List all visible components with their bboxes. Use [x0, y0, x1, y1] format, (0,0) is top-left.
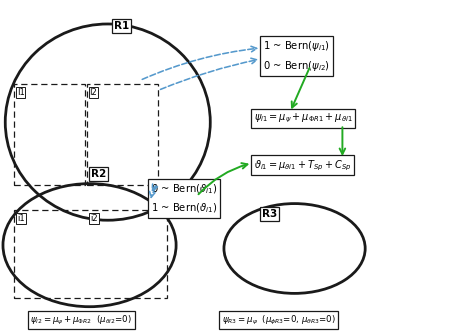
Text: i1: i1 — [17, 214, 25, 223]
Text: R3: R3 — [262, 209, 277, 219]
Text: 0 ~ Bern($\vartheta_{i1}$)
1 ~ Bern($\vartheta_{i1}$): 0 ~ Bern($\vartheta_{i1}$) 1 ~ Bern($\va… — [151, 182, 218, 215]
Text: R1: R1 — [114, 21, 129, 31]
Text: $\psi_{i2} = \mu_{\psi} + \mu_{\Phi R2}$  ($\mu_{\vartheta i2}$=0): $\psi_{i2} = \mu_{\psi} + \mu_{\Phi R2}$… — [30, 313, 133, 327]
Text: R2: R2 — [91, 169, 106, 179]
Text: I1: I1 — [16, 88, 24, 97]
Text: $\psi_{i1} = \mu_{\psi} + \mu_{\Phi R1} + \mu_{\vartheta i1}$: $\psi_{i1} = \mu_{\psi} + \mu_{\Phi R1} … — [254, 112, 352, 126]
Bar — [14, 210, 167, 298]
Text: $\vartheta_{i1} = \mu_{\vartheta i1} + T_{Sp} + C_{Sp}$: $\vartheta_{i1} = \mu_{\vartheta i1} + T… — [254, 158, 351, 173]
Bar — [87, 84, 158, 185]
Text: $\psi_{R3} = \mu_{\psi}$  ($\mu_{\phi R3}$=0, $\mu_{\vartheta R3}$=0): $\psi_{R3} = \mu_{\psi}$ ($\mu_{\phi R3}… — [222, 313, 335, 327]
Text: 1 ~ Bern($\psi_{i1}$)
0 ~ Bern($\psi_{i2}$): 1 ~ Bern($\psi_{i1}$) 0 ~ Bern($\psi_{i2… — [263, 38, 329, 72]
Text: I2: I2 — [90, 88, 97, 97]
Text: i2: i2 — [90, 214, 98, 223]
Bar — [14, 84, 85, 185]
